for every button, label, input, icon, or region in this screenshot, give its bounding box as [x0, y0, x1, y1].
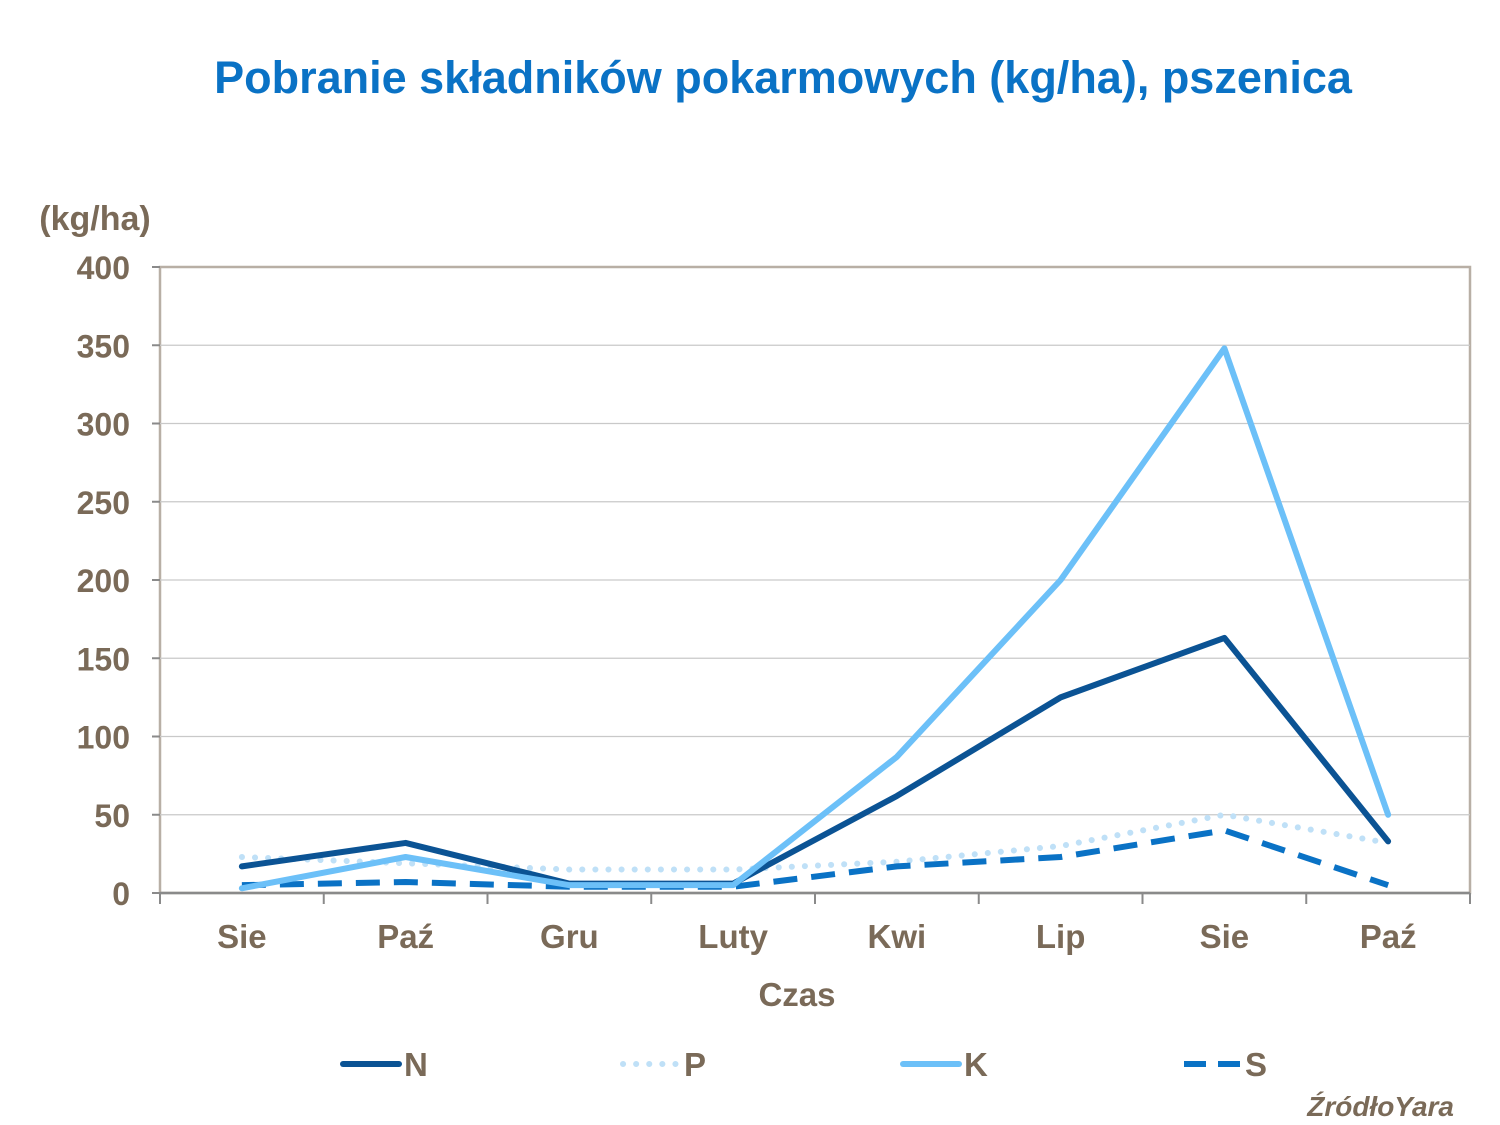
source-note: ŹródłoYara — [1307, 1091, 1454, 1122]
legend-label-s: S — [1245, 1046, 1267, 1083]
y-tick-label-0: 0 — [112, 876, 130, 912]
y-axis-title: (kg/ha) — [39, 200, 150, 238]
x-tick-label-0: Sie — [217, 918, 267, 955]
legend-label-k: K — [964, 1046, 988, 1083]
series-lines — [238, 345, 1392, 892]
x-tick-label-5: Lip — [1036, 918, 1085, 955]
legend-label-n: N — [404, 1046, 428, 1083]
y-tick-label-400: 400 — [77, 250, 130, 286]
y-tick-label-300: 300 — [77, 407, 130, 443]
legend-label-p: P — [684, 1046, 706, 1083]
y-tick-label-100: 100 — [77, 720, 130, 756]
y-tick-label-350: 350 — [77, 328, 130, 364]
series-line-s — [241, 827, 1390, 890]
x-tick-label-6: Sie — [1200, 918, 1250, 955]
y-tick-label-200: 200 — [77, 563, 130, 599]
series-line-p — [238, 811, 1392, 873]
x-tick-label-3: Luty — [698, 918, 768, 955]
y-tick-label-150: 150 — [77, 641, 130, 677]
x-tick-label-1: Paź — [377, 918, 434, 955]
series-line-k — [238, 345, 1392, 892]
chart-title: Pobranie składników pokarmowych (kg/ha),… — [214, 52, 1352, 103]
axes: 0 50 100 150 200 250 300 350 400 Sie Paź Gru Luty Kwi… — [77, 250, 1471, 955]
x-axis-title: Czas — [758, 976, 835, 1013]
x-tick-label-4: Kwi — [868, 918, 927, 955]
series-line-n — [238, 634, 1392, 887]
x-tick-label-7: Paź — [1360, 918, 1417, 955]
y-tick-label-50: 50 — [94, 798, 130, 834]
x-tick-label-2: Gru — [540, 918, 599, 955]
y-tick-label-250: 250 — [77, 485, 130, 521]
